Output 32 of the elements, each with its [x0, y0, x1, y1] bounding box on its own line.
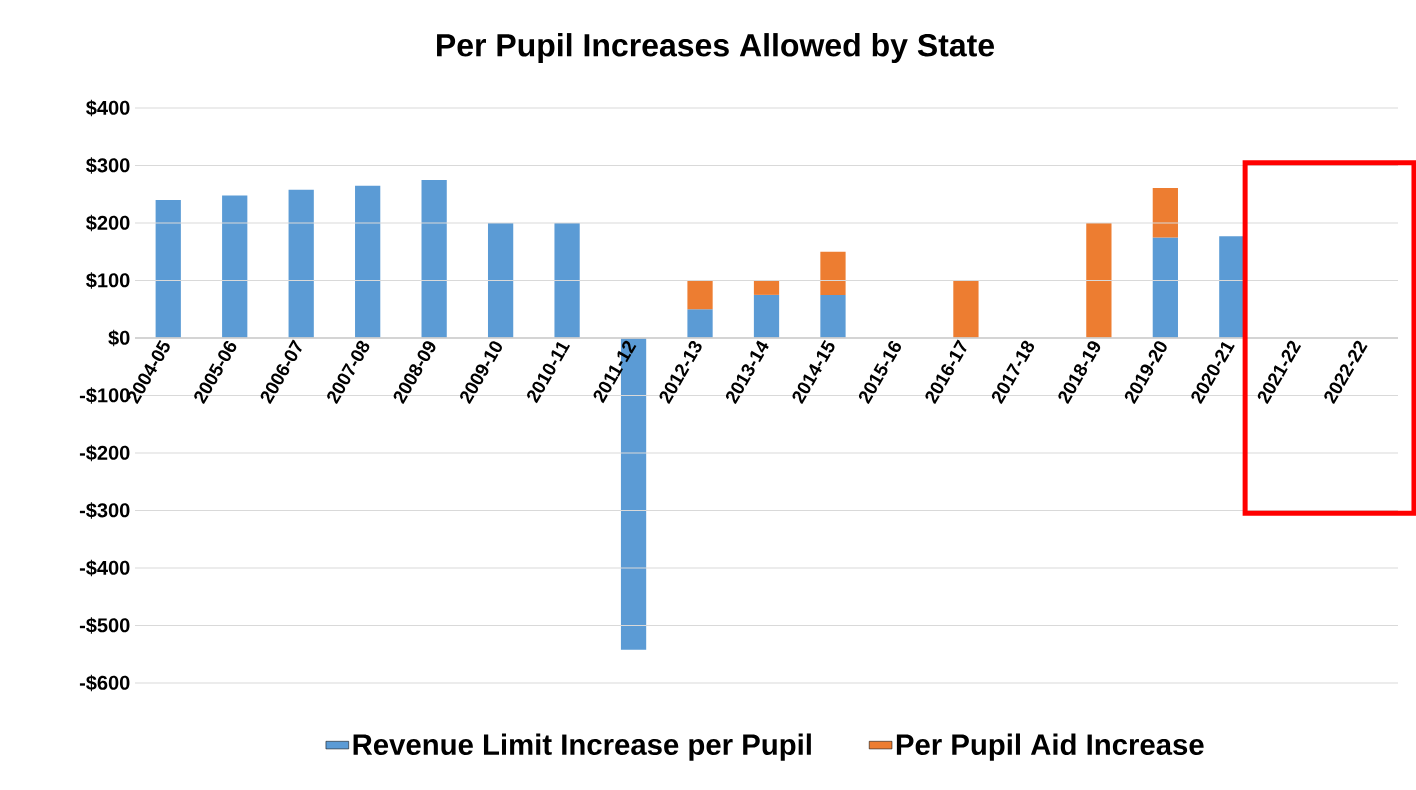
y-tick-label: -$100	[79, 387, 130, 404]
bar	[753, 294, 780, 339]
y-tick-label: $300	[86, 157, 130, 174]
chart-title: Per Pupil Increases Allowed by State	[437, 33, 995, 63]
legend-label: Per Pupil Aid Increase	[896, 733, 1204, 761]
bar	[421, 179, 447, 339]
bar	[687, 309, 713, 339]
bar	[554, 223, 580, 339]
bar	[355, 185, 381, 339]
legend-label: Revenue Limit Increase per Pupil	[353, 733, 811, 761]
bar	[1152, 187, 1178, 238]
bar	[288, 189, 314, 339]
y-tick-label: $400	[86, 99, 130, 117]
y-tick-label: -$600	[79, 674, 130, 692]
bar	[1086, 223, 1112, 339]
bar	[1152, 237, 1178, 339]
bar	[155, 200, 181, 339]
bar	[953, 280, 979, 339]
bar	[820, 251, 846, 295]
bar	[753, 280, 780, 295]
y-tick-label: $200	[86, 214, 130, 232]
bar	[487, 223, 514, 339]
y-tick-label: $100	[86, 272, 130, 289]
bar	[1219, 236, 1245, 339]
bar	[222, 195, 248, 339]
y-tick-label: $0	[108, 329, 130, 347]
bar	[687, 280, 713, 310]
bar	[820, 294, 846, 339]
y-tick-label: -$500	[79, 617, 130, 634]
y-tick-label: -$200	[79, 444, 130, 462]
y-tick-label: -$300	[79, 502, 130, 519]
y-tick-label: -$400	[79, 559, 130, 577]
